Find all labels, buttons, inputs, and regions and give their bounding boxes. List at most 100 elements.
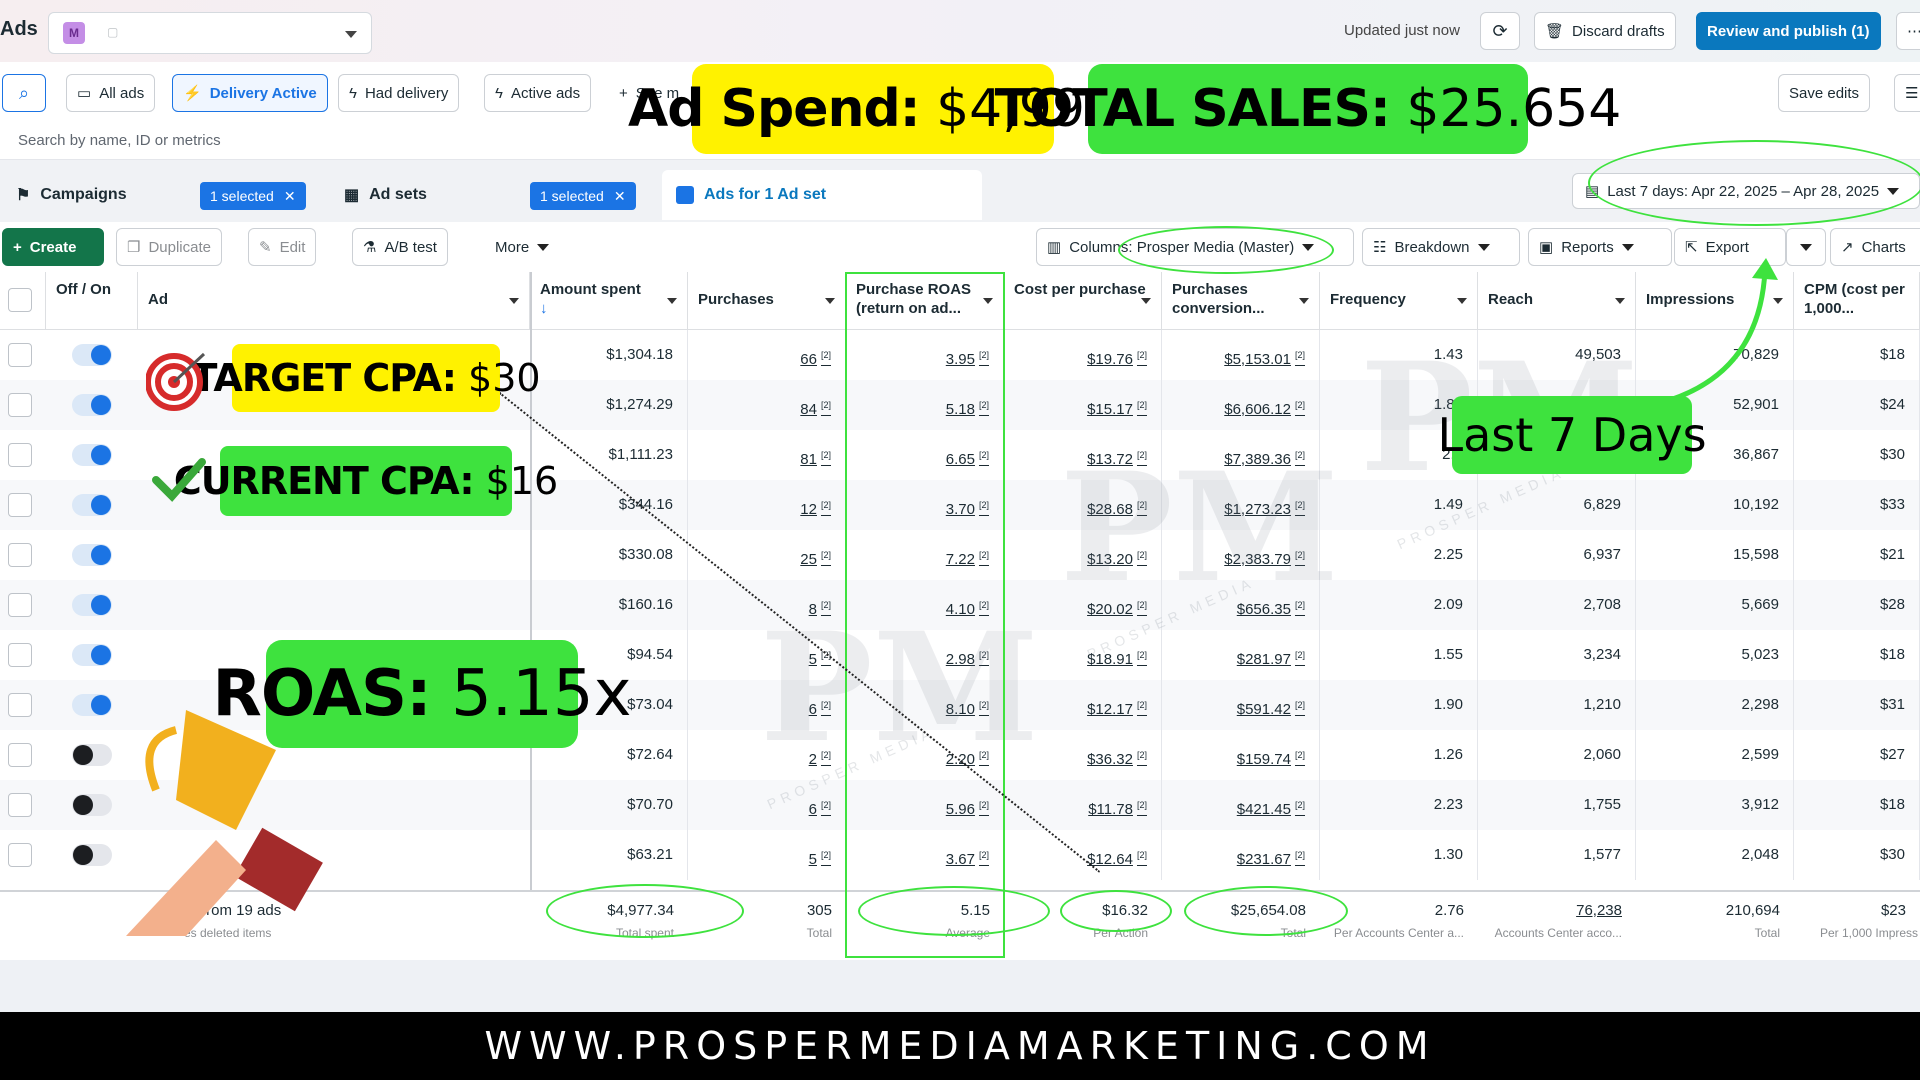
cell-purchases[interactable]: 12 [2] [688, 480, 846, 530]
account-selector[interactable]: M ▢ [48, 12, 372, 54]
see-more-filters[interactable]: + See m [608, 74, 690, 112]
col-header-conversion-value[interactable]: Purchases conversion... [1162, 272, 1320, 330]
review-publish-button[interactable]: Review and publish (1) [1696, 12, 1881, 50]
col-header-reach[interactable]: Reach [1478, 272, 1636, 330]
cell-cpp[interactable]: $18.91 [2] [1004, 630, 1162, 680]
row-checkbox[interactable] [8, 343, 32, 367]
delivery-toggle[interactable] [72, 694, 112, 716]
export-dropdown-button[interactable] [1786, 228, 1826, 266]
cell-conv[interactable]: $421.45 [2] [1162, 780, 1320, 830]
search-toggle-button[interactable]: ⌕ [2, 74, 46, 112]
cell-cpp[interactable]: $15.17 [2] [1004, 380, 1162, 430]
more-options-button[interactable]: ⋯ [1896, 12, 1920, 50]
cell-cpp[interactable]: $12.17 [2] [1004, 680, 1162, 730]
col-header-ad[interactable]: Ad [138, 272, 530, 330]
row-checkbox[interactable] [8, 743, 32, 767]
duplicate-button[interactable]: ❐ Duplicate [116, 228, 222, 266]
table-row[interactable]: $160.16 8 [2] 4.10 [2] $20.02 [2] $656.35 [2] 2.0… [0, 580, 1920, 630]
cell-cpp[interactable]: $13.72 [2] [1004, 430, 1162, 480]
reports-button[interactable]: ▣ Reports [1528, 228, 1672, 266]
cell-purchases[interactable]: 25 [2] [688, 530, 846, 580]
cell-conv[interactable]: $591.42 [2] [1162, 680, 1320, 730]
cell-cpp[interactable]: $28.68 [2] [1004, 480, 1162, 530]
cell-cpp[interactable]: $20.02 [2] [1004, 580, 1162, 630]
footer-url[interactable]: WWW.PROSPERMEDIAMARKETING.COM [0, 1012, 1920, 1080]
col-header-purchases[interactable]: Purchases [688, 272, 846, 330]
cell-cpm: $24 [1794, 380, 1920, 430]
filter-active-ads[interactable]: ϟ Active ads [484, 74, 592, 112]
cell-purchases[interactable]: 66 [2] [688, 330, 846, 380]
cell-cpp[interactable]: $11.78 [2] [1004, 780, 1162, 830]
settings-sliders-button[interactable]: ☰ [1894, 74, 1920, 112]
cell-conv[interactable]: $7,389.36 [2] [1162, 430, 1320, 480]
export-button[interactable]: ⇱ Export [1674, 228, 1786, 266]
discard-drafts-button[interactable]: 🗑 Discard drafts [1534, 12, 1676, 50]
cell-cpp[interactable]: $36.32 [2] [1004, 730, 1162, 780]
cell-conv[interactable]: $5,153.01 [2] [1162, 330, 1320, 380]
tab-ad-sets[interactable]: ▦ Ad sets [344, 170, 427, 220]
toggle-knob [91, 345, 111, 365]
filter-all-ads[interactable]: ▭ All ads [66, 74, 156, 112]
row-checkbox[interactable] [8, 843, 32, 867]
cell-purchases[interactable]: 5 [2] [688, 830, 846, 880]
delivery-toggle[interactable] [72, 444, 112, 466]
table-row[interactable]: $330.08 25 [2] 7.22 [2] $13.20 [2] $2,383.79 [2]… [0, 530, 1920, 580]
cell-cpp[interactable]: $13.20 [2] [1004, 530, 1162, 580]
row-checkbox[interactable] [8, 593, 32, 617]
row-checkbox[interactable] [8, 793, 32, 817]
row-checkbox[interactable] [8, 643, 32, 667]
cell-conv[interactable]: $656.35 [2] [1162, 580, 1320, 630]
col-header-cpm[interactable]: CPM (cost per 1,000... [1794, 272, 1920, 330]
charts-button[interactable]: ↗ Charts [1830, 228, 1920, 266]
delivery-toggle[interactable] [72, 544, 112, 566]
cell-purchases[interactable]: 84 [2] [688, 380, 846, 430]
col-header-amount-spent[interactable]: Amount spent ↓ [530, 272, 688, 330]
ab-test-button[interactable]: ⚗ A/B test [352, 228, 448, 266]
cell-conv[interactable]: $159.74 [2] [1162, 730, 1320, 780]
col-header-cost-per-purchase[interactable]: Cost per purchase [1004, 272, 1162, 330]
cell-cpp[interactable]: $19.76 [2] [1004, 330, 1162, 380]
cell-conv[interactable]: $1,273.23 [2] [1162, 480, 1320, 530]
cell-conv[interactable]: $6,606.12 [2] [1162, 380, 1320, 430]
filter-delivery-active[interactable]: ⚡ Delivery Active [172, 74, 328, 112]
delivery-toggle[interactable] [72, 494, 112, 516]
col-header-frequency[interactable]: Frequency [1320, 272, 1478, 330]
row-checkbox[interactable] [8, 443, 32, 467]
row-checkbox[interactable] [8, 493, 32, 517]
select-all-checkbox[interactable] [8, 288, 32, 312]
breakdown-button[interactable]: ☷ Breakdown [1362, 228, 1520, 266]
row-checkbox[interactable] [8, 693, 32, 717]
filter-had-delivery[interactable]: ϟ Had delivery [338, 74, 460, 112]
tab-ads[interactable]: Ads for 1 Ad set [662, 170, 982, 220]
cell-conv[interactable]: $231.67 [2] [1162, 830, 1320, 880]
edit-button[interactable]: ✎ Edit [248, 228, 317, 266]
row-checkbox[interactable] [8, 543, 32, 567]
row-checkbox[interactable] [8, 393, 32, 417]
cell-cpp[interactable]: $12.64 [2] [1004, 830, 1162, 880]
campaigns-selected-chip[interactable]: 1 selected ✕ [200, 182, 306, 210]
delivery-toggle[interactable] [72, 394, 112, 416]
cell-conv[interactable]: $2,383.79 [2] [1162, 530, 1320, 580]
footnote-marker: [2] [1136, 400, 1147, 410]
delivery-toggle[interactable] [72, 344, 112, 366]
cell-purchases[interactable]: 81 [2] [688, 430, 846, 480]
delivery-toggle[interactable] [72, 644, 112, 666]
close-icon[interactable]: ✕ [283, 187, 296, 204]
delivery-toggle[interactable] [72, 844, 112, 866]
adsets-selected-chip[interactable]: 1 selected ✕ [530, 182, 636, 210]
refresh-button[interactable]: ⟳ [1480, 12, 1520, 50]
col-header-impressions[interactable]: Impressions [1636, 272, 1794, 330]
more-button[interactable]: More [484, 228, 560, 266]
search-input[interactable]: Search by name, ID or metrics [18, 132, 221, 149]
tab-campaigns[interactable]: ⚑ Campaigns [16, 170, 127, 220]
create-button[interactable]: + Create [2, 228, 104, 266]
delivery-toggle[interactable] [72, 744, 112, 766]
delivery-toggle[interactable] [72, 794, 112, 816]
chevron-down-icon [1141, 298, 1151, 304]
save-edits-button[interactable]: Save edits [1778, 74, 1871, 112]
table-row[interactable]: $70.70 6 [2] 5.96 [2] $11.78 [2] $421.45 [2] 2.23… [0, 780, 1920, 830]
table-row[interactable]: $63.21 5 [2] 3.67 [2] $12.64 [2] $231.67 [2] 1.30… [0, 830, 1920, 880]
close-icon[interactable]: ✕ [613, 187, 626, 204]
delivery-toggle[interactable] [72, 594, 112, 616]
cell-conv[interactable]: $281.97 [2] [1162, 630, 1320, 680]
